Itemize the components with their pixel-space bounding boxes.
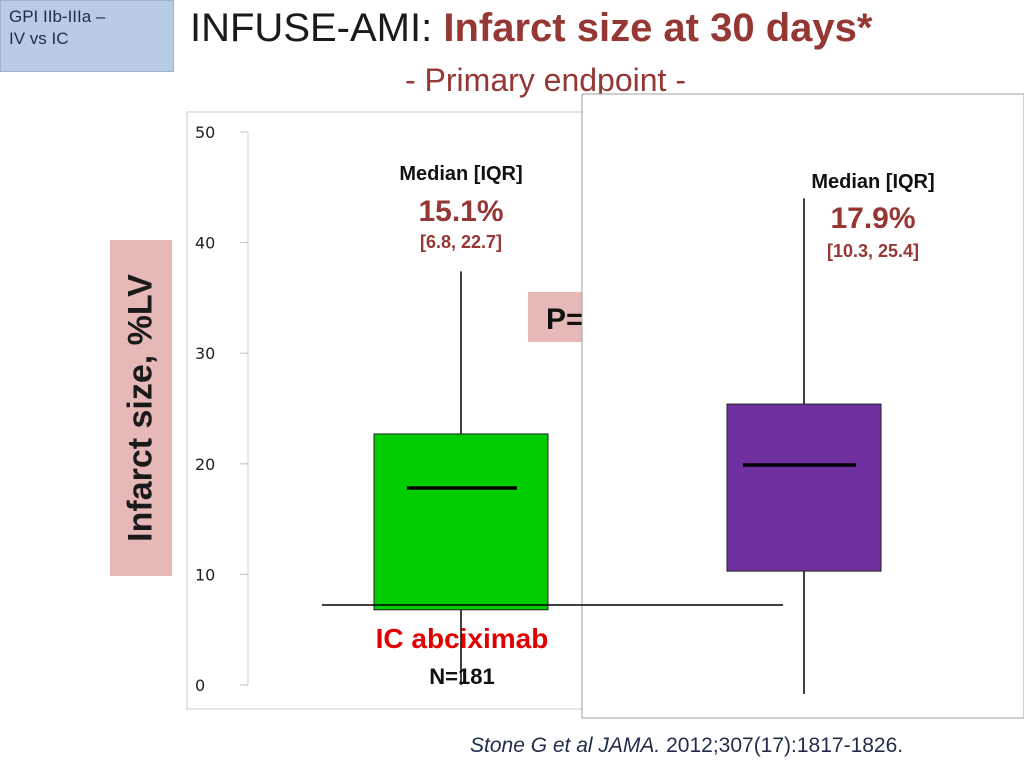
box1-iqr-label: [6.8, 22.7] xyxy=(420,232,502,252)
citation-rest: 2012;307(17):1817-1826. xyxy=(660,734,904,757)
box1-median-value: 15.1% xyxy=(418,195,503,228)
citation-authors: Stone G et al JAMA. xyxy=(470,734,661,757)
box1-median-header: Median [IQR] xyxy=(399,163,522,185)
y-tick-label: 50 xyxy=(195,123,215,142)
box1-iqr-box xyxy=(373,433,549,611)
group1-name-label: IC abciximab xyxy=(376,623,549,654)
slide-title-prefix: INFUSE-AMI: xyxy=(190,6,444,50)
box2-median-header: Median [IQR] xyxy=(811,171,934,193)
slide-title: INFUSE-AMI: Infarct size at 30 days* xyxy=(190,6,872,51)
y-tick-label: 0 xyxy=(195,676,205,695)
y-tick-label: 40 xyxy=(195,234,215,253)
y-tick-label: 20 xyxy=(195,455,215,474)
section-tag: GPI IIb-IIIa – IV vs IC xyxy=(0,0,174,72)
box2-median-value: 17.9% xyxy=(830,202,915,235)
section-tag-line2: IV vs IC xyxy=(9,29,69,48)
y-tick-label: 30 xyxy=(195,344,215,363)
slide-title-highlight: Infarct size at 30 days* xyxy=(443,6,873,50)
section-tag-line1: GPI IIb-IIIa – xyxy=(9,7,106,26)
slide-subtitle: - Primary endpoint - xyxy=(405,62,686,98)
left-plot-panel xyxy=(186,111,588,710)
y-tick-label: 10 xyxy=(195,565,215,584)
box2-iqr-label: [10.3, 25.4] xyxy=(827,241,919,261)
box2-iqr-box xyxy=(726,403,882,572)
group1-n-label: N=181 xyxy=(429,664,494,689)
citation: Stone G et al JAMA. 2012;307(17):1817-18… xyxy=(470,734,903,758)
y-axis-label-background xyxy=(110,240,172,576)
